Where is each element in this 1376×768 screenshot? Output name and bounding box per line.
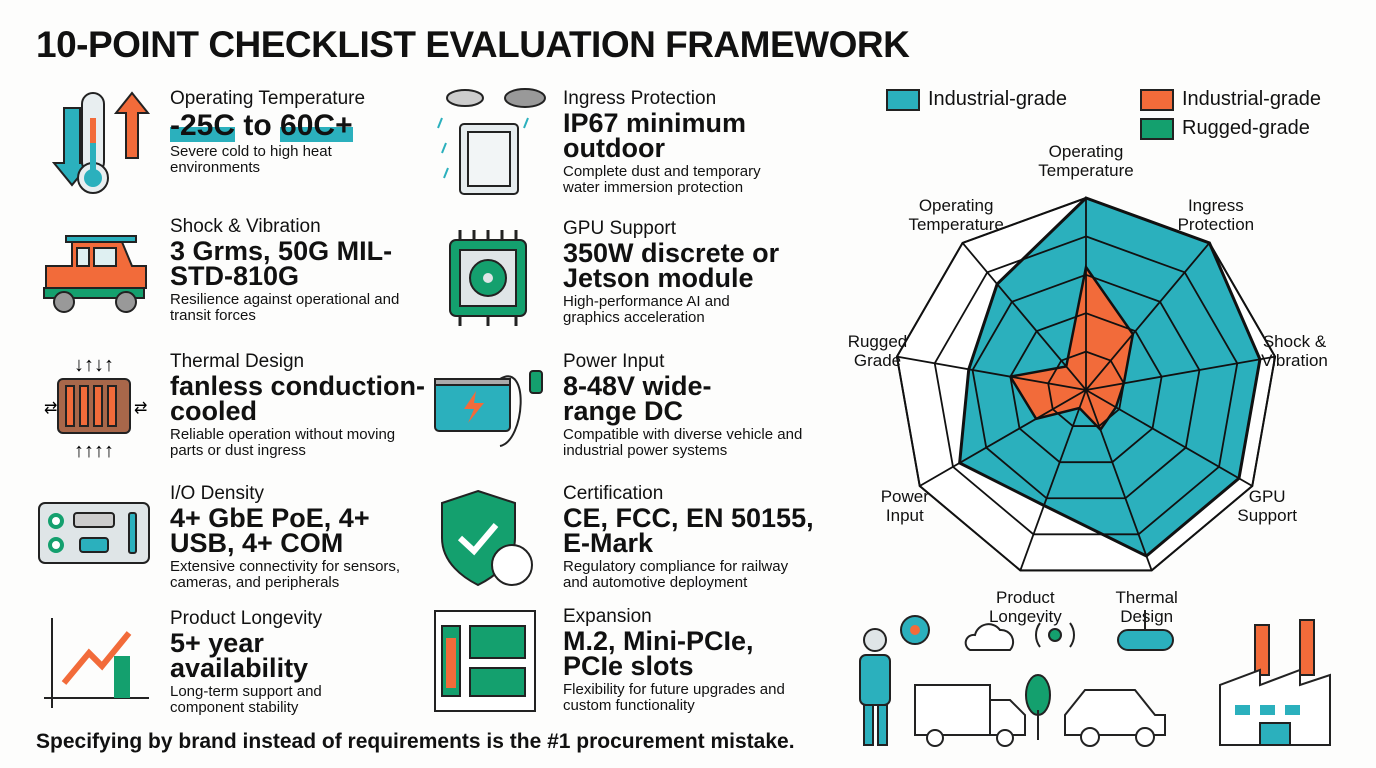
item-value: IP67 minimum outdoor bbox=[563, 108, 747, 163]
legend-label: Rugged-grade bbox=[1182, 117, 1310, 139]
radar-axis-line bbox=[961, 242, 1087, 391]
item-label: Thermal Design bbox=[170, 351, 305, 372]
radar-axis-label: Operating Temperature bbox=[1038, 142, 1133, 180]
wireless-signal-icon bbox=[1035, 622, 1075, 648]
growth-chart-icon bbox=[44, 618, 149, 708]
factory-icon bbox=[1219, 619, 1331, 746]
truck-icon bbox=[914, 684, 1026, 747]
item-desc: Compatible with diverse vehicle and indu… bbox=[563, 426, 803, 459]
item-desc: Severe cold to high heat environments bbox=[170, 143, 332, 176]
item-desc: Resilience against operational and trans… bbox=[170, 291, 400, 324]
radar-axis-label: Thermal Design bbox=[1115, 588, 1177, 626]
item-label: Shock & Vibration bbox=[170, 216, 321, 237]
radar-axis-line bbox=[1085, 389, 1153, 571]
item-value: CE, FCC, EN 50155, E-Mark bbox=[563, 503, 814, 558]
legend-item: Industrial-grade bbox=[1140, 88, 1321, 111]
radar-series-area bbox=[1008, 264, 1135, 432]
svg-text:⇄: ⇄ bbox=[44, 400, 57, 417]
radar-grid-ring bbox=[971, 273, 1201, 500]
cloud-icon bbox=[964, 623, 1015, 651]
radar-axis-label: GPU Support bbox=[1237, 487, 1297, 525]
item-desc: Flexibility for future upgrades and cust… bbox=[563, 681, 785, 714]
legend-swatch bbox=[886, 88, 920, 111]
item-value: 3 Grms, 50G MIL-STD-810G bbox=[170, 236, 393, 291]
thermometer-icon bbox=[51, 91, 151, 194]
radar-grid-ring bbox=[1009, 312, 1163, 464]
radar-axis-line bbox=[1085, 389, 1253, 487]
shield-check-icon bbox=[441, 489, 533, 587]
legend-item: Industrial-grade bbox=[886, 88, 1067, 111]
item-value: 5+ year availability bbox=[170, 628, 309, 683]
item-value-min: -25C bbox=[170, 109, 236, 142]
legend-swatch bbox=[1140, 88, 1174, 111]
industrial-scene-illustration bbox=[859, 610, 1331, 747]
item-value: 4+ GbE PoE, 4+ USB, 4+ COM bbox=[170, 503, 370, 558]
svg-text:⇄: ⇄ bbox=[134, 400, 147, 417]
item-value-max: 60C+ bbox=[280, 109, 353, 142]
legend-label: Industrial-grade bbox=[928, 88, 1067, 110]
item-label: GPU Support bbox=[563, 218, 676, 239]
radar-axis-label: Power Input bbox=[881, 487, 930, 525]
radar-axis-label: Rugged Grade bbox=[848, 332, 908, 370]
radar-axis-label: Operating Temperature bbox=[908, 196, 1003, 234]
conveyor-icon bbox=[1117, 610, 1174, 651]
radar-axis-label: Shock & Vibration bbox=[1261, 332, 1328, 370]
item-value: M.2, Mini-PCIe, PCIe slots bbox=[563, 626, 754, 681]
legend-swatch bbox=[1140, 117, 1174, 140]
worker-icon bbox=[859, 628, 891, 746]
item-label: Operating Temperature bbox=[170, 88, 366, 109]
radar-grid-ring bbox=[1047, 350, 1125, 427]
item-desc: Complete dust and temporary water immers… bbox=[563, 163, 761, 196]
battery-plug-icon bbox=[434, 370, 543, 447]
radar-axis-line bbox=[1085, 355, 1276, 391]
item-value: 350W discrete or Jetson module bbox=[563, 238, 780, 293]
car-icon bbox=[1064, 689, 1166, 747]
enclosure-rain-icon bbox=[437, 88, 546, 195]
item-label: I/O Density bbox=[170, 483, 264, 504]
item-label: Power Input bbox=[563, 351, 665, 372]
svg-text:↑↑↑↑: ↑↑↑↑ bbox=[74, 440, 114, 461]
item-label: Ingress Protection bbox=[563, 88, 717, 109]
radar-axis-line bbox=[919, 389, 1087, 487]
legend-label: Industrial-grade bbox=[1182, 88, 1321, 110]
chip-fan-icon bbox=[449, 230, 527, 326]
radar-grid-ring bbox=[895, 197, 1277, 572]
item-desc: Regulatory compliance for railway and au… bbox=[563, 558, 789, 591]
item-desc: High-performance AI and graphics acceler… bbox=[563, 293, 730, 326]
item-label: Certification bbox=[563, 483, 664, 504]
item-value: fanless conduction-cooled bbox=[170, 371, 426, 426]
item-desc: Reliable operation without moving parts … bbox=[170, 426, 396, 459]
radar-grid-ring bbox=[933, 235, 1239, 536]
heatsink-icon: ↓↑↓↑ ↑↑↑↑ ⇄ ⇄ bbox=[44, 354, 147, 461]
radar-axis-label: Product Longevity bbox=[989, 588, 1062, 626]
radar-axis-line bbox=[1019, 389, 1087, 571]
svg-text:↓↑↓↑: ↓↑↓↑ bbox=[74, 354, 114, 376]
item-value-sep: to bbox=[235, 109, 281, 142]
radar-axis-label: Ingress Protection bbox=[1178, 196, 1255, 234]
io-panel-icon bbox=[38, 502, 150, 564]
chat-bubble-icon bbox=[900, 615, 930, 645]
footer-note: Specifying by brand instead of requireme… bbox=[36, 730, 795, 753]
tree-icon bbox=[1025, 674, 1051, 740]
radar-axis-line bbox=[1085, 242, 1211, 391]
expansion-board-icon bbox=[434, 610, 536, 712]
item-label: Expansion bbox=[563, 606, 652, 627]
legend-item: Rugged-grade bbox=[1140, 117, 1310, 140]
item-label: Product Longevity bbox=[170, 608, 323, 629]
page-title: 10-POINT CHECKLIST EVALUATION FRAMEWORK bbox=[36, 24, 910, 65]
radar-axis-line bbox=[896, 355, 1087, 391]
vehicle-icon bbox=[43, 235, 147, 313]
item-desc: Long-term support and component stabilit… bbox=[170, 683, 322, 716]
item-desc: Extensive connectivity for sensors, came… bbox=[170, 558, 401, 591]
item-value: 8-48V wide-range DC bbox=[563, 371, 712, 426]
